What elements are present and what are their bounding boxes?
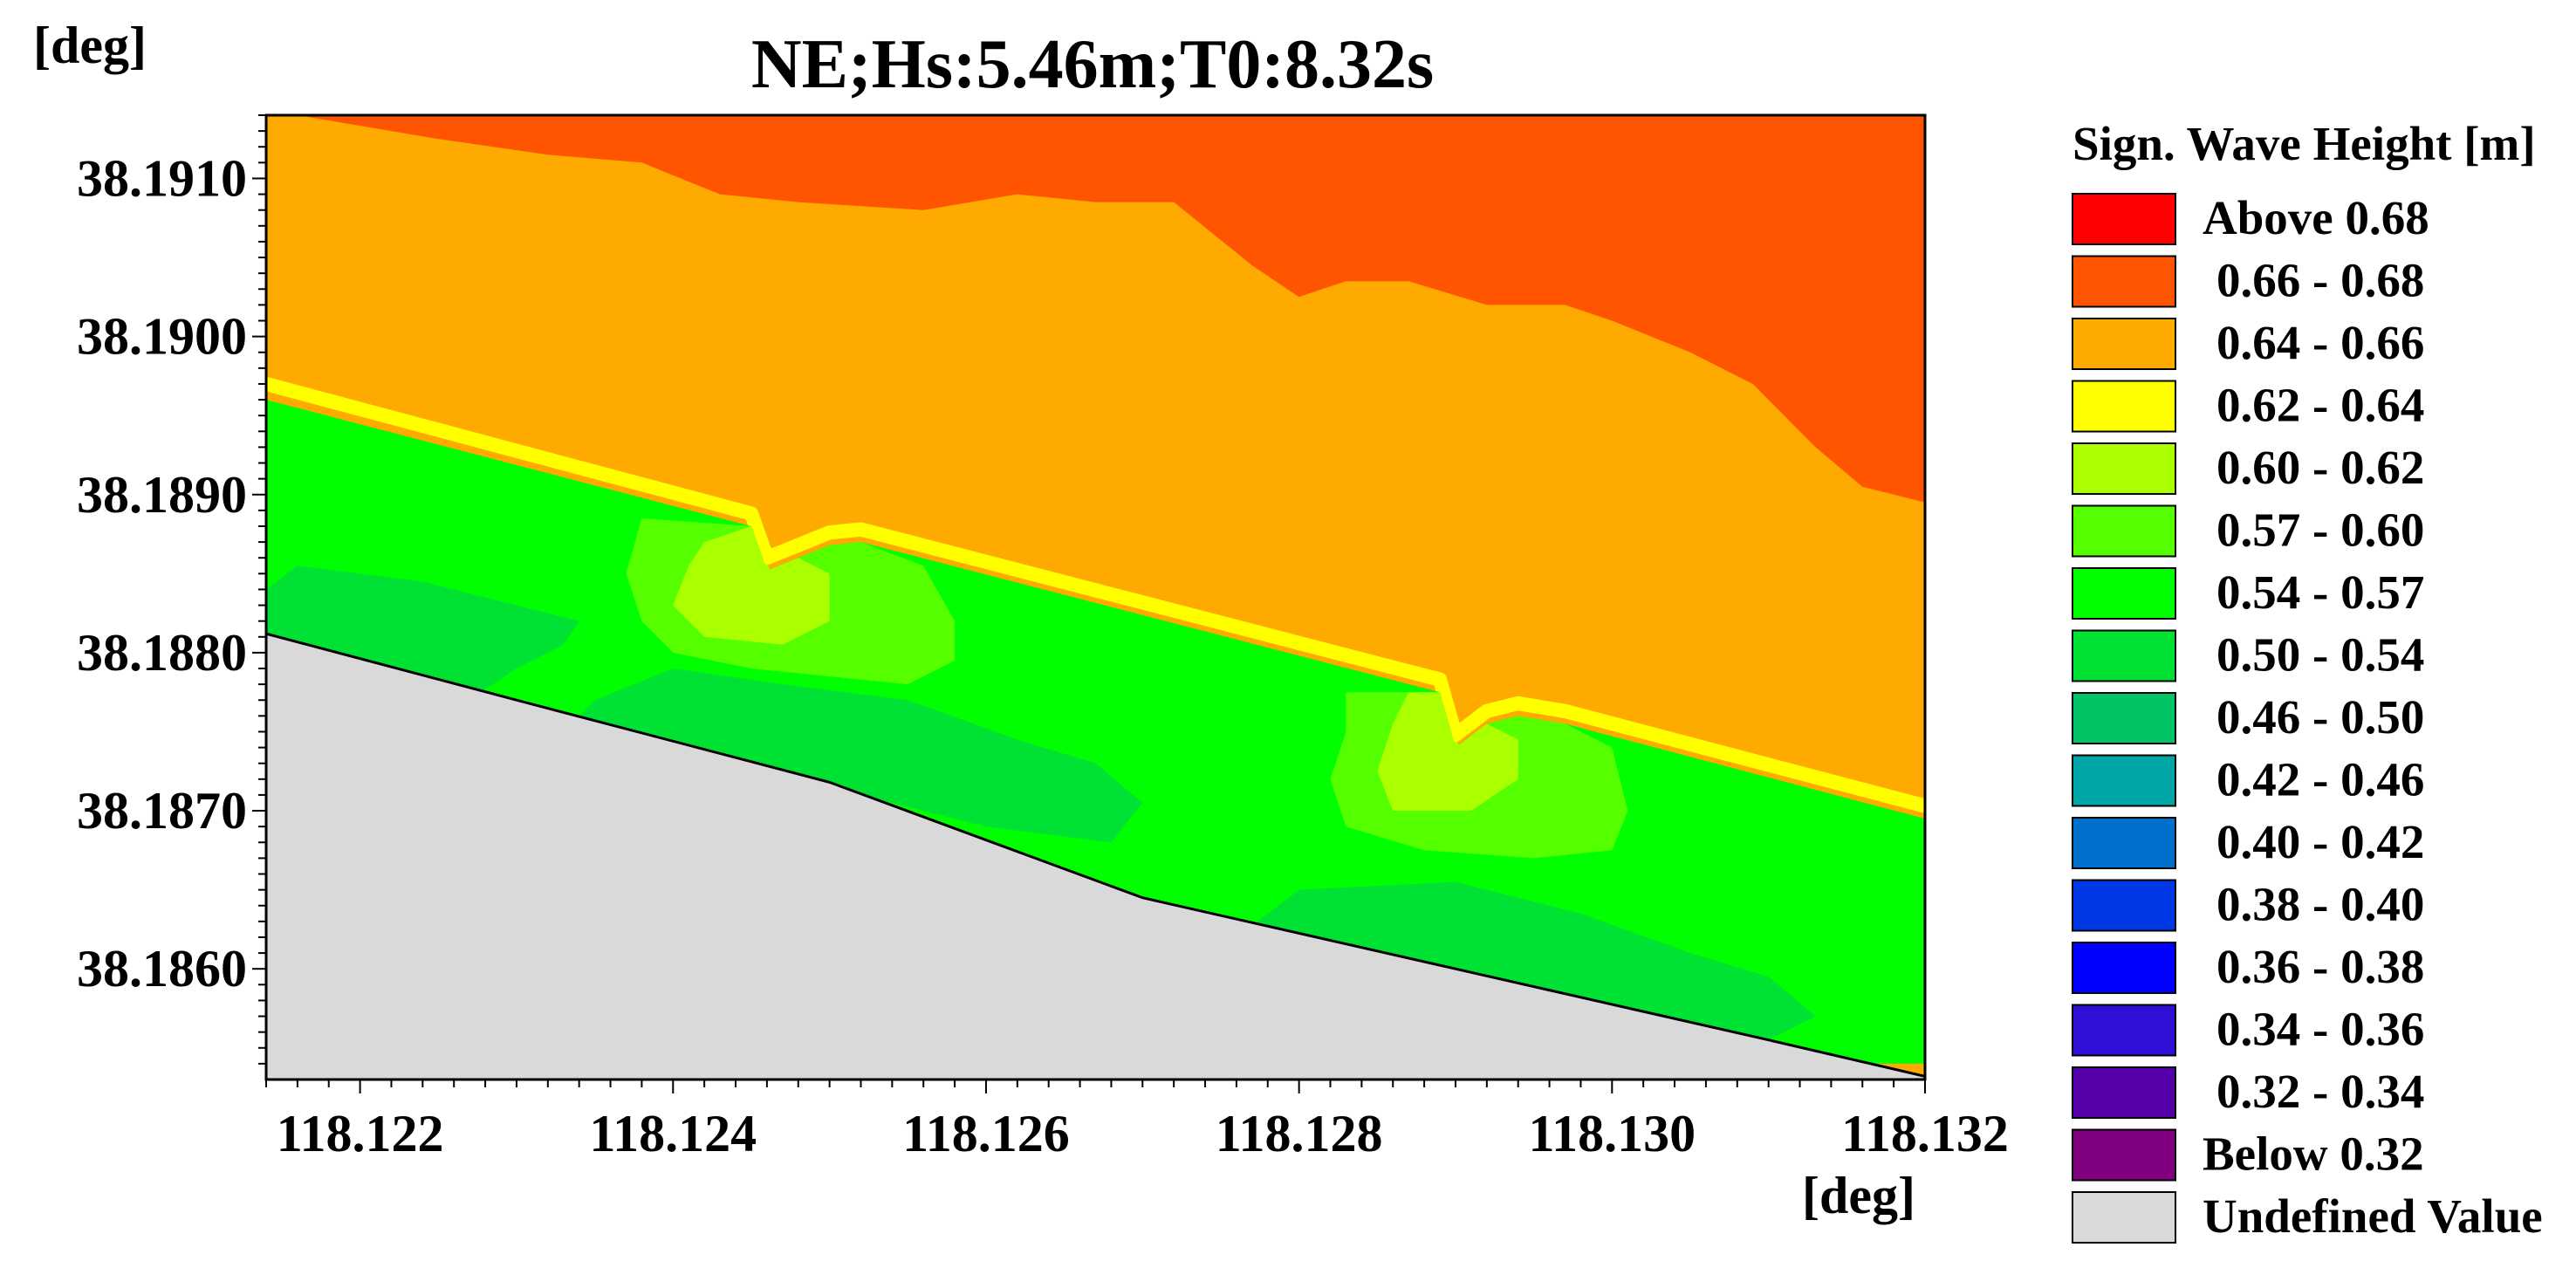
y-tick-label: 38.1900 [77,308,247,366]
legend-swatch [2072,504,2176,558]
legend-swatch [2072,692,2176,744]
legend-label: 0.36 - 0.38 [2216,940,2424,993]
y-tick-label: 38.1860 [77,940,247,997]
legend-swatch [2072,754,2176,807]
x-tick-label: 118.122 [277,1105,444,1162]
legend-label: 0.64 - 0.66 [2216,316,2424,369]
legend-label: 0.54 - 0.57 [2216,565,2424,619]
x-tick-label: 118.130 [1528,1105,1696,1162]
plot-frame [264,113,1927,1081]
band-0.60-0.62-east [1377,692,1518,811]
x-axis-unit-label: [deg] [1802,1167,1915,1224]
legend-swatch [2072,942,2176,994]
legend-label: 0.66 - 0.68 [2216,254,2424,307]
legend-swatch [2072,567,2176,620]
legend-label: 0.32 - 0.34 [2216,1065,2424,1118]
x-tick-label: 118.124 [589,1105,757,1162]
x-tick-label: 118.126 [902,1105,1070,1162]
legend-label: 0.40 - 0.42 [2216,815,2424,868]
legend-label: 0.46 - 0.50 [2216,690,2424,744]
coastline [266,632,1925,1078]
legend-swatch [2072,255,2176,308]
x-tick-label: 118.132 [1841,1105,2009,1162]
band-0.66-0.68 [266,115,1925,503]
x-tick-label: 118.128 [1216,1105,1383,1162]
legend-label: 0.62 - 0.64 [2216,379,2424,432]
legend-swatch [2072,1128,2176,1182]
legend-label: 0.42 - 0.46 [2216,753,2424,806]
legend-label: 0.38 - 0.40 [2216,878,2424,931]
legend-swatch [2072,629,2176,682]
band-0.50-0.54-east [1236,881,1816,1040]
legend-label: Below 0.32 [2203,1127,2424,1181]
legend-label: 0.60 - 0.62 [2216,441,2424,494]
legend-swatch [2072,1191,2176,1244]
legend-swatch [2072,1004,2176,1057]
y-tick-label: 38.1890 [77,466,247,524]
legend: Sign. Wave Height [m] Above 0.68 0.66 - 0… [2072,117,2543,1244]
band-0.60-0.62-west [673,526,830,645]
legend-label: 0.57 - 0.60 [2216,504,2424,557]
legend-swatch [2072,817,2176,869]
legend-swatch [2072,442,2176,495]
y-tick-label: 38.1910 [77,149,247,207]
y-tick-label: 38.1870 [77,782,247,840]
legend-label: 0.34 - 0.36 [2216,1003,2424,1056]
legend-swatch [2072,193,2176,245]
y-tick-label: 38.1880 [77,624,247,682]
chart-title: NE;Hs:5.46m;T0:8.32s [751,26,1434,103]
legend-swatch [2072,1066,2176,1119]
legend-label: Undefined Value [2203,1189,2543,1243]
legend-title: Sign. Wave Height [m] [2072,117,2536,170]
legend-label: 0.50 - 0.54 [2216,628,2424,682]
land-area [266,634,1925,1080]
plot-area: 118.122 118.124 118.126 118.128 118.130 118.1… [77,113,2009,1162]
legend-swatch [2072,318,2176,370]
band-0.50-0.54-mid [563,668,1143,843]
y-axis-unit-label: [deg] [33,17,147,74]
legend-swatch [2072,380,2176,433]
legend-label: Above 0.68 [2203,191,2429,244]
strip-0.62-0.64 [266,377,1925,813]
legend-swatch [2072,879,2176,932]
